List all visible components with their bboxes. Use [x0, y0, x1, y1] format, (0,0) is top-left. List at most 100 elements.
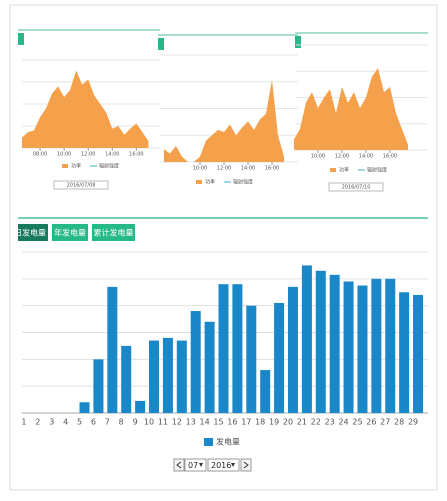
bar — [162, 337, 173, 413]
chart-tab[interactable] — [295, 36, 301, 48]
legend-swatch — [196, 180, 202, 184]
x-tick-label: 16:00 — [129, 152, 143, 158]
tab-bar: 日发电量 年发电量 累计发电量 — [14, 224, 135, 241]
bar — [343, 281, 354, 413]
x-tick-label: 8 — [119, 418, 124, 427]
x-tick-label: 16 — [227, 418, 237, 427]
year-value: 2016 — [211, 461, 231, 470]
chart-tab[interactable] — [18, 33, 24, 45]
x-tick-label: 16:00 — [265, 166, 279, 172]
bar — [357, 285, 368, 413]
x-tick-label: 19 — [269, 418, 279, 427]
x-tick-label: 21 — [297, 418, 307, 427]
bar — [204, 321, 215, 413]
area — [293, 68, 408, 150]
area — [163, 79, 284, 162]
tab-label[interactable]: 累计发电量 — [94, 228, 134, 238]
next-button[interactable] — [240, 458, 252, 472]
x-tick-label: 9 — [133, 418, 138, 427]
bar — [232, 284, 243, 413]
legend-swatch — [204, 438, 213, 446]
month-value: 07 — [188, 461, 198, 470]
bar — [274, 302, 285, 413]
bar — [176, 340, 187, 413]
bar — [413, 294, 424, 413]
x-tick-label: 29 — [408, 418, 418, 427]
month-select[interactable] — [184, 458, 207, 472]
legend-label: 功率 — [339, 167, 349, 174]
tab[interactable] — [18, 224, 48, 241]
bar — [329, 274, 340, 413]
x-tick-label: 22 — [311, 418, 321, 427]
x-tick-label: 16:00 — [383, 154, 397, 160]
x-tick-label: 18 — [255, 418, 265, 427]
dropdown-icon — [199, 463, 203, 467]
x-tick-label: 12:00 — [217, 166, 231, 172]
bar — [399, 292, 410, 413]
dropdown-icon — [231, 463, 235, 467]
x-tick-label: 10:00 — [57, 152, 71, 158]
bar — [218, 284, 229, 413]
x-tick-label: 23 — [325, 418, 335, 427]
x-tick-label: 28 — [394, 418, 404, 427]
chart-tab[interactable] — [158, 38, 164, 50]
bar — [93, 359, 104, 413]
x-tick-label: 20 — [283, 418, 293, 427]
x-tick-label: 10:00 — [311, 154, 325, 160]
date-value: 2016/07/08 — [67, 183, 96, 189]
x-tick-label: 14:00 — [105, 152, 119, 158]
date-picker[interactable] — [328, 182, 384, 192]
bar — [260, 370, 271, 413]
prev-icon — [176, 461, 182, 469]
x-tick-label: 7 — [105, 418, 110, 427]
bar — [287, 286, 298, 413]
x-tick-label: 1 — [21, 418, 26, 427]
bar — [79, 402, 90, 413]
x-tick-label: 2 — [35, 418, 40, 427]
x-tick-label: 08:00 — [33, 152, 47, 158]
bar — [190, 311, 201, 413]
x-tick-label: 4 — [63, 418, 68, 427]
tab-label[interactable]: 日发电量 — [14, 228, 46, 238]
bar — [301, 265, 312, 413]
legend-label: 辐射强度 — [99, 163, 119, 170]
legend-label: 功率 — [205, 179, 215, 186]
year-select[interactable] — [207, 458, 240, 472]
area — [22, 70, 149, 148]
bar — [385, 278, 396, 413]
bar — [121, 345, 132, 413]
x-tick-label: 13 — [186, 418, 196, 427]
x-tick-label: 26 — [366, 418, 376, 427]
x-tick-label: 24 — [338, 418, 348, 427]
tab[interactable] — [52, 224, 88, 241]
next-icon — [243, 461, 249, 469]
x-tick-label: 10:00 — [193, 166, 207, 172]
tab[interactable] — [92, 224, 135, 241]
x-tick-label: 14 — [200, 418, 210, 427]
x-tick-label: 12 — [172, 418, 182, 427]
bar — [371, 278, 382, 413]
bar — [107, 286, 118, 413]
date-picker[interactable] — [53, 180, 109, 190]
x-tick-label: 3 — [49, 418, 54, 427]
x-tick-label: 10 — [144, 418, 154, 427]
x-tick-label: 25 — [352, 418, 362, 427]
x-tick-label: 15 — [213, 418, 223, 427]
x-tick-label: 27 — [380, 418, 390, 427]
prev-button[interactable] — [173, 458, 185, 472]
tab-label[interactable]: 年发电量 — [54, 228, 86, 238]
legend-label: 辐射强度 — [367, 167, 387, 174]
date-value: 2016/07/10 — [342, 185, 371, 191]
legend-swatch — [330, 168, 336, 172]
x-tick-label: 17 — [241, 418, 251, 427]
month-picker: 07 2016 — [173, 458, 252, 472]
legend-label: 功率 — [71, 163, 81, 170]
bar — [315, 270, 326, 413]
legend-label: 发电量 — [216, 437, 240, 447]
bar — [135, 400, 146, 413]
x-tick-label: 12:00 — [81, 152, 95, 158]
x-tick-label: 14:00 — [241, 166, 255, 172]
bar — [149, 340, 160, 413]
